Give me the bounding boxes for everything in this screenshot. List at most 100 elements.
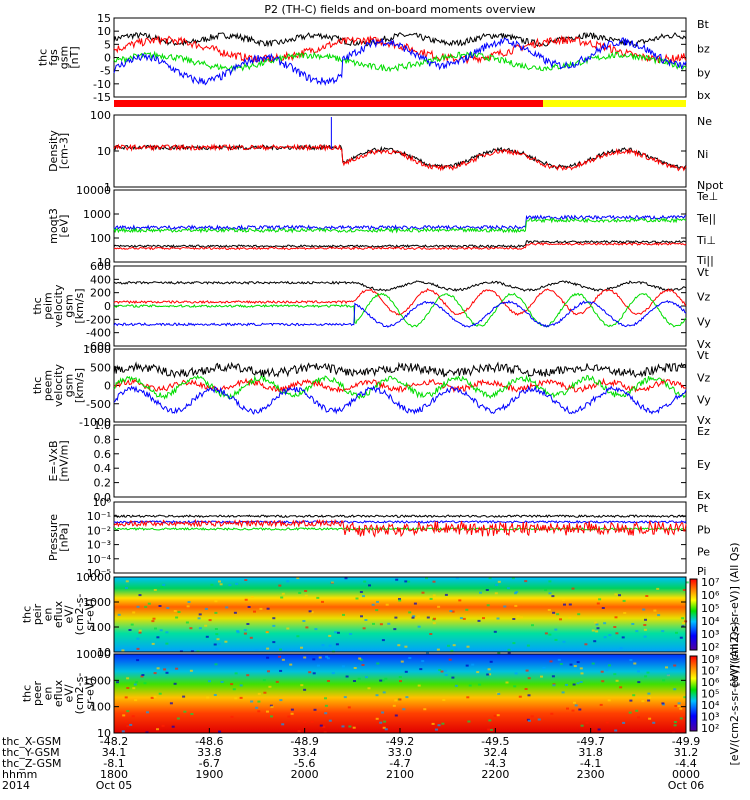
y-axis-label: thc [21,685,34,702]
colorbar-tick: 10⁶ [701,589,720,602]
y-tick-label: 10000 [76,184,111,197]
y-tick-label: 500 [90,361,111,374]
colorbar-tick: 10⁵ [701,602,719,615]
y-axis-label: thc [36,49,49,66]
x-tick-label: 33.0 [388,746,413,759]
legend-ey: Ey [697,458,711,471]
y-tick-label: -15 [93,91,111,104]
panel-ieflux: 10⁷10⁶10⁵10⁴10³10²10000100010010thcpeire… [21,542,742,686]
x-tick-label: 2100 [386,768,414,781]
y-tick-label: -200 [86,313,111,326]
y-axis-label: thc [31,297,44,314]
colorbar-tick: 10³ [701,711,719,724]
trace-vy [113,374,687,400]
y-tick-label: 0 [104,380,111,393]
x-tick-label: -49.7 [576,735,604,748]
y-axis-label: E=-VxB [47,440,60,481]
y-tick-label: 400 [90,273,111,286]
chart-title: P2 (TH-C) fields and on-board moments ov… [264,3,535,16]
y-tick-label: 600 [90,260,111,273]
row-label: 2014 [2,779,30,792]
trace-by [113,50,687,73]
legend-bz: bz [697,42,710,55]
row-label: hhmm [2,768,37,781]
y-axis-label: [km/s] [73,368,86,403]
y-tick-label: 5 [104,38,111,51]
y-axis-label: (cm2-s- [73,594,86,636]
y-axis-label: en [42,608,55,622]
y-tick-label: 1.0 [94,419,112,432]
y-axis-label: (cm2-s- [73,673,86,715]
trace-vy [113,292,687,328]
y-axis-label: gsm [63,374,76,397]
legend-ni: Ni [697,148,708,161]
trace-pt [113,514,687,519]
legend-pb: Pb [697,524,711,537]
legend-bx: bx [697,89,711,102]
y-tick-label: 100 [90,701,111,714]
x-tick-label: 32.4 [483,746,508,759]
y-tick-label: 10⁻² [87,524,111,537]
y-tick-label: 0 [104,300,111,313]
y-axis-label: sr-eV) [84,677,97,709]
legend-pi: Pi [697,565,706,578]
x-tick-label: -6.7 [199,757,220,770]
x-tick-label: 2200 [481,768,509,781]
y-tick-label: 100 [90,621,111,634]
legend-ti||: Ti|| [696,254,714,267]
trace-vx [113,385,687,415]
y-axis-label: peer [31,681,44,707]
y-axis-label: en [42,687,55,701]
mode-bar-slow [114,100,543,107]
panel-ve: 1000 500 0 -500 -1000 thcpeemvelocitygsm[km/s… [31,343,712,429]
trace-vt [113,361,687,379]
y-tick-label: 100 [90,232,111,245]
panel-density: 100 10 1 Density[cm-3] Ne Ni Npot [47,109,724,194]
legend-vx: Vx [697,338,712,351]
legend-pe: Pe [697,545,710,558]
colorbar-tick: 10⁴ [701,615,720,628]
y-axis-label: peim [42,292,55,320]
y-axis-label: sr-eV) [84,598,97,630]
x-tick-label: -8.1 [103,757,124,770]
panel-frame [113,114,687,188]
trace-ni [113,143,687,170]
x-tick-label: 0000 [672,768,700,781]
y-tick-label: 10 [97,25,111,38]
x-tick-label: -4.4 [675,757,696,770]
legend-npot: Npot [697,179,724,192]
x-tick-label: -4.1 [580,757,601,770]
y-tick-label: 1 [104,181,111,194]
y-tick-label: 0.6 [94,448,112,461]
colorbar-tick: 10⁷ [701,576,719,589]
y-tick-label: 1000 [83,596,111,609]
y-tick-label: 0.8 [94,433,112,446]
trace-bx [113,37,687,86]
trace-tepar [113,240,687,249]
y-axis-label: velocity [52,364,65,407]
colorbar-tick: 10⁷ [701,665,719,678]
x-tick-label: -49.2 [386,735,414,748]
x-tick-label: 33.4 [292,746,317,759]
panel-frame [113,576,687,653]
y-tick-label: -600 [86,340,111,353]
y-axis-label: Density [47,130,60,172]
legend-ti⊥: Ti⊥ [696,234,716,247]
y-axis-label: peem [42,370,55,401]
y-axis-label: moqt3 [47,208,60,244]
y-axis-label: [eV] [57,215,70,238]
x-tick-label: Oct 06 [668,779,705,792]
y-tick-label: 1000 [83,208,111,221]
panels-group: 151050-5-10-15thcfgsgsm[nT]Btbzbybx10010… [21,12,742,766]
spectrogram-eeflux [114,654,686,733]
trace-tiperp [113,214,687,231]
legend-vz: Vz [697,291,711,304]
x-tick-label: -5.6 [294,757,315,770]
x-tick-label: -49.5 [481,735,509,748]
y-axis-label: eflux [52,679,65,707]
x-tick-label: 1800 [100,768,128,781]
y-tick-label: 10⁻⁵ [87,567,111,580]
